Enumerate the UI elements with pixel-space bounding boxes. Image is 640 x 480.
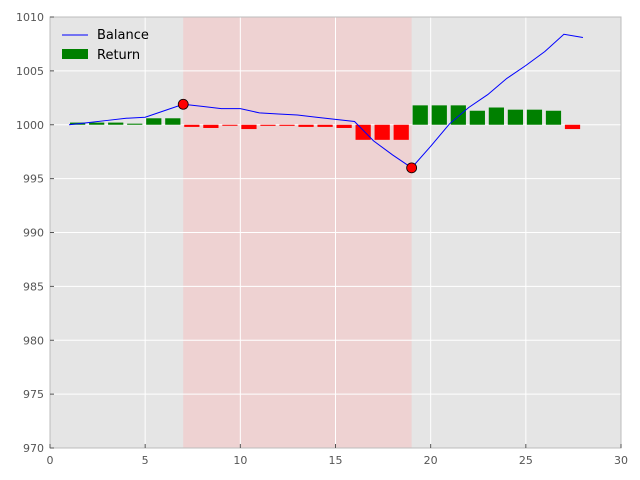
return-bar [393, 124, 409, 140]
return-bar [336, 124, 352, 128]
return-bar [507, 109, 524, 125]
return-bar [450, 105, 466, 125]
y-tick-label: 1000 [16, 119, 44, 132]
legend-return-swatch [62, 49, 88, 59]
y-tick-label: 990 [23, 227, 44, 240]
return-bar [355, 124, 371, 140]
x-tick-label: 0 [47, 454, 54, 467]
return-bar [488, 107, 504, 125]
y-tick-label: 970 [23, 442, 44, 455]
return-bar [203, 124, 219, 128]
y-tick-label: 995 [23, 173, 44, 186]
return-bar [108, 122, 124, 125]
y-tick-label: 1010 [16, 11, 44, 24]
x-tick-label: 15 [329, 454, 343, 467]
y-tick-label: 1005 [16, 65, 44, 78]
return-bar [279, 124, 295, 126]
return-bar [469, 110, 485, 125]
y-tick-label: 985 [23, 280, 44, 293]
return-bar [260, 124, 276, 126]
x-tick-label: 5 [142, 454, 149, 467]
y-tick-label: 980 [23, 334, 44, 347]
extremum-marker [406, 162, 418, 174]
return-bar [127, 123, 143, 125]
bar-layer [70, 105, 581, 140]
extremum-marker [177, 98, 189, 110]
return-bar [317, 124, 333, 127]
legend-balance-label: Balance [97, 28, 149, 43]
return-bar [526, 109, 543, 125]
line-layer [68, 33, 584, 169]
return-bar [412, 105, 428, 125]
y-tick-label: 975 [23, 388, 44, 401]
return-bar [241, 124, 257, 130]
x-tick-label: 20 [424, 454, 438, 467]
return-bar [545, 110, 562, 125]
return-bar [431, 105, 447, 125]
x-tick-label: 25 [519, 454, 533, 467]
return-bar [374, 124, 390, 140]
return-bar [184, 124, 200, 127]
tick-layer: 0 5 10 15 20 25 30 970 975 980 985 990 995 1000 1005 10… [16, 11, 628, 467]
x-tick-label: 10 [233, 454, 247, 467]
marker-layer [177, 98, 418, 174]
return-bar [564, 124, 581, 130]
return-bar [89, 122, 105, 125]
return-bar [146, 118, 162, 125]
return-bar [165, 118, 181, 125]
legend: Balance Return [62, 28, 149, 63]
legend-return-label: Return [97, 48, 140, 63]
balance-line [68, 33, 584, 169]
return-bar [222, 124, 238, 126]
return-bar [298, 124, 314, 127]
x-tick-label: 30 [614, 454, 628, 467]
